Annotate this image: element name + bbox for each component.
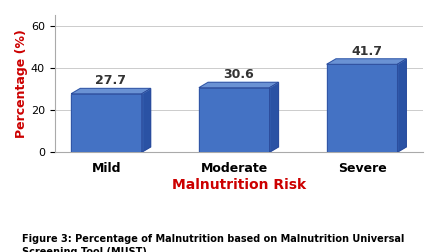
Text: 41.7: 41.7	[351, 45, 382, 58]
Polygon shape	[327, 59, 406, 64]
Text: Screening Tool (MUST).: Screening Tool (MUST).	[22, 247, 151, 252]
Y-axis label: Percentage (%): Percentage (%)	[15, 29, 28, 138]
Polygon shape	[397, 59, 406, 152]
Text: 30.6: 30.6	[223, 68, 254, 81]
Polygon shape	[71, 94, 141, 152]
Polygon shape	[199, 82, 279, 88]
Polygon shape	[199, 88, 269, 152]
Polygon shape	[141, 88, 151, 152]
Polygon shape	[269, 82, 279, 152]
Text: Figure 3: Percentage of Malnutrition based on Malnutrition Universal: Figure 3: Percentage of Malnutrition bas…	[22, 234, 404, 244]
Polygon shape	[327, 64, 397, 152]
X-axis label: Malnutrition Risk: Malnutrition Risk	[172, 178, 306, 192]
Polygon shape	[71, 88, 151, 94]
Text: 27.7: 27.7	[95, 74, 127, 87]
